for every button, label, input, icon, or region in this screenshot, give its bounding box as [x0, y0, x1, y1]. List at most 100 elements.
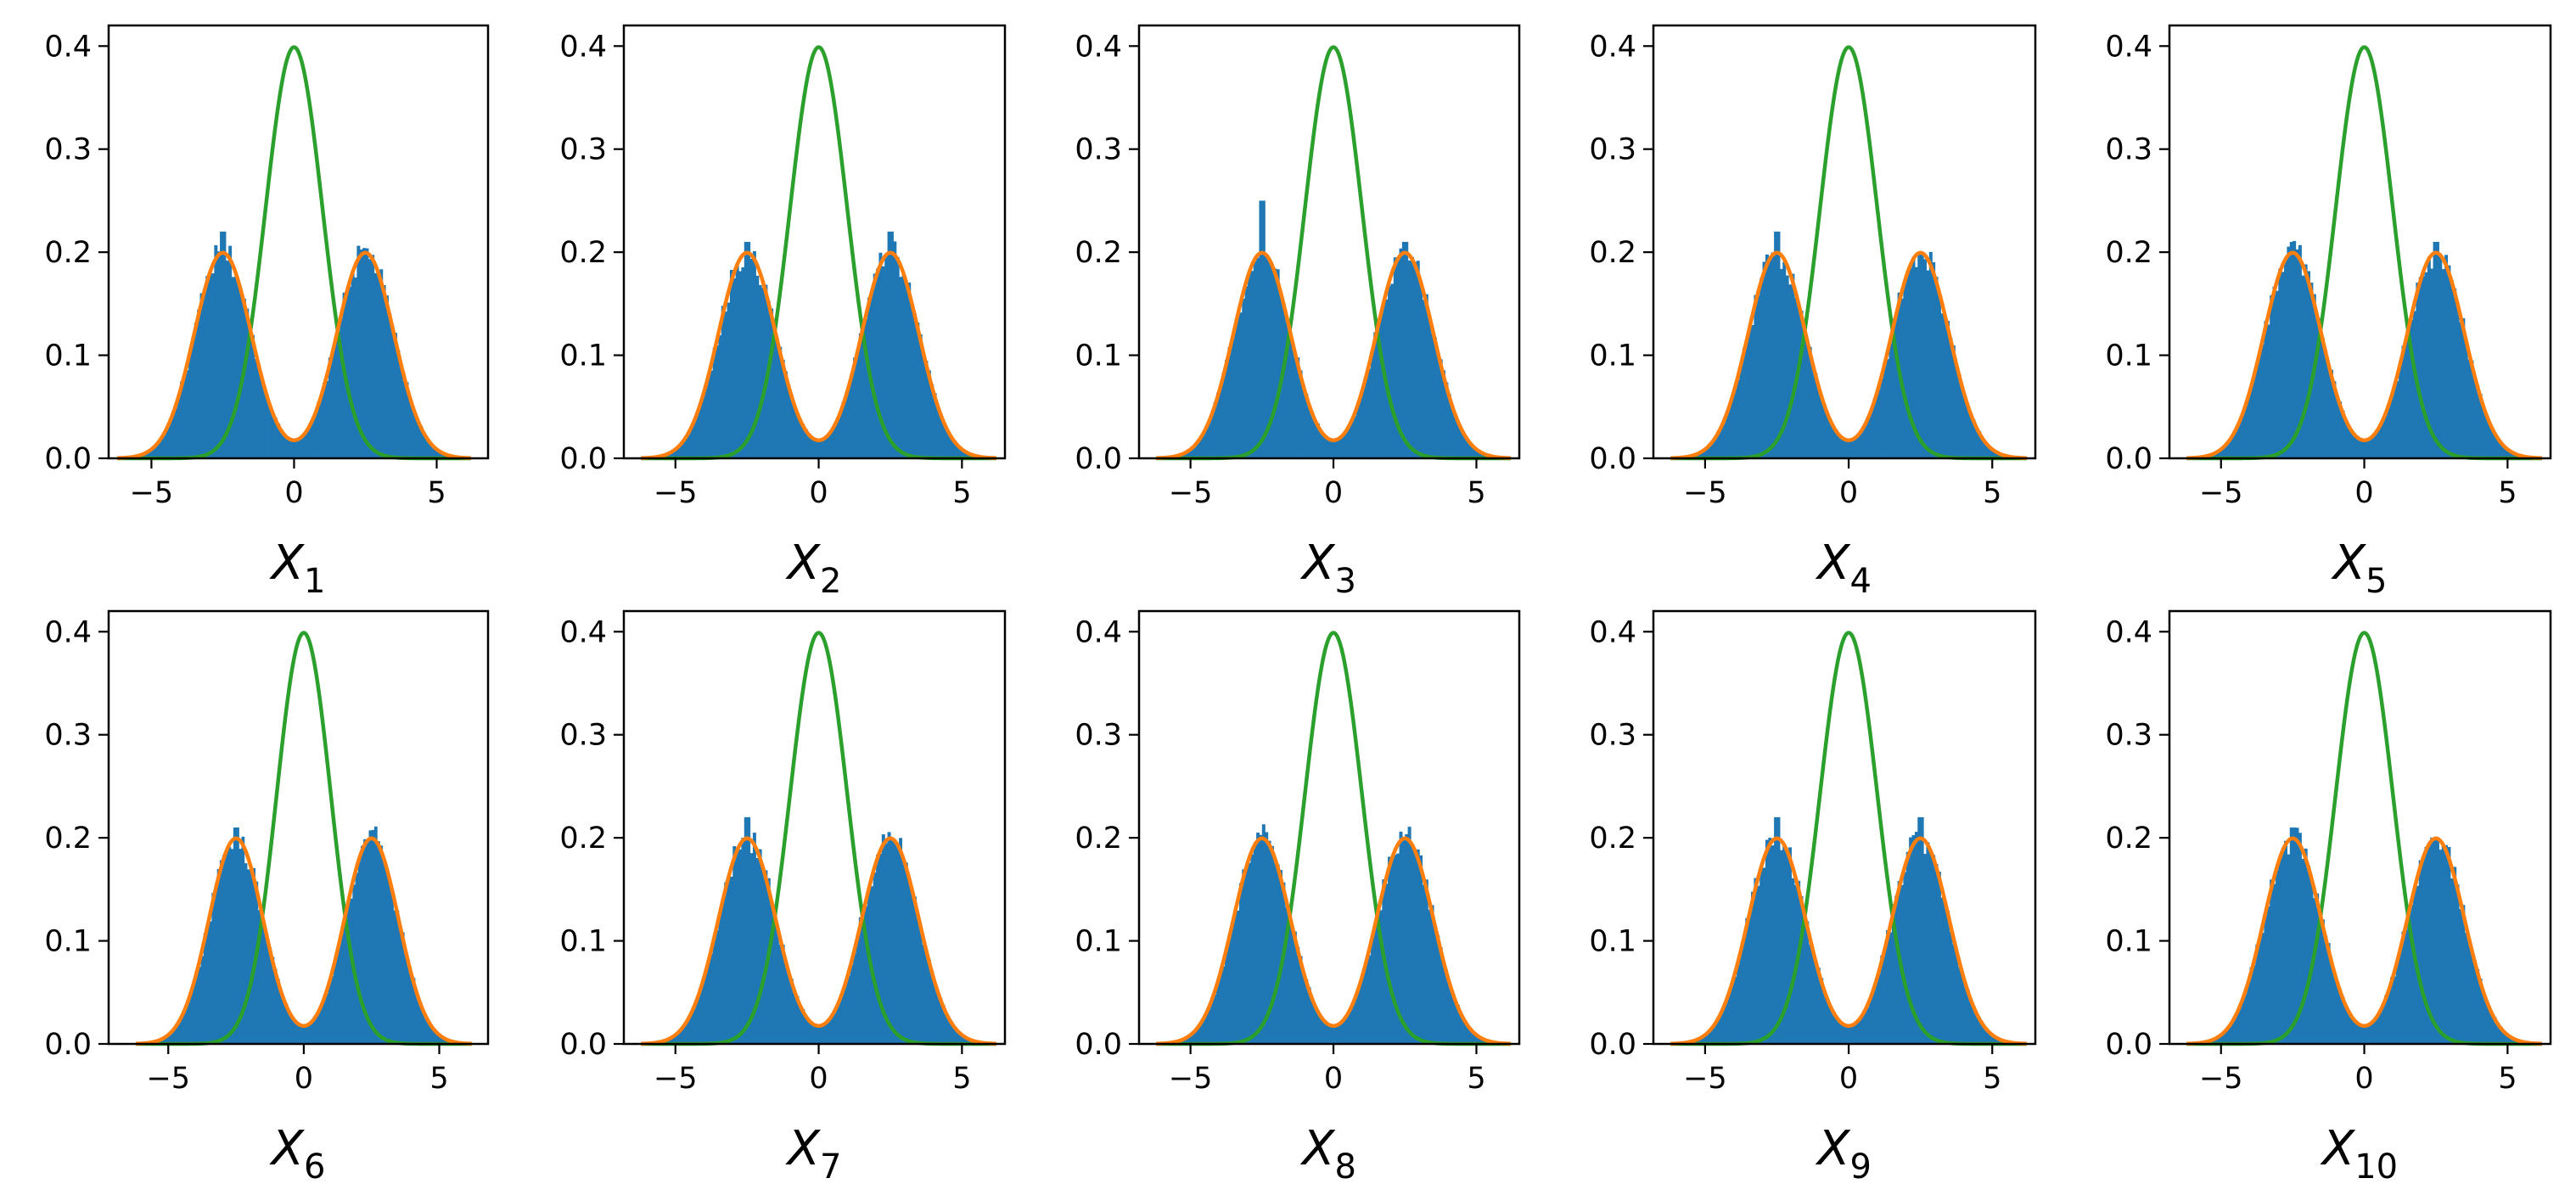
histogram-bar — [816, 441, 820, 458]
histogram-bar — [724, 882, 728, 1044]
histogram-bar — [752, 250, 756, 458]
histogram-bar — [393, 910, 397, 1044]
histogram-bar — [1754, 878, 1758, 1044]
histogram-bar — [1307, 987, 1311, 1044]
histogram-bar — [1989, 1033, 1993, 1044]
histogram-bar — [302, 435, 306, 458]
histogram-bar — [430, 445, 435, 458]
histogram-bar — [1193, 446, 1197, 458]
histogram-bar — [2304, 264, 2308, 458]
histogram-bar — [1889, 343, 1893, 458]
histogram-bar — [1928, 251, 1933, 458]
histogram-bar — [1347, 424, 1351, 458]
histogram-bar — [1934, 277, 1939, 458]
histogram-bar — [1453, 1001, 1457, 1044]
histogram-bar — [2243, 994, 2248, 1044]
histogram-bar — [821, 438, 825, 458]
histogram-bar — [2270, 295, 2274, 458]
histogram-bar — [2435, 242, 2439, 458]
histogram-bar — [1905, 851, 1910, 1044]
x-axis-label: X1 — [269, 536, 326, 601]
histogram-bar — [1872, 990, 1876, 1044]
histogram-bar — [2366, 440, 2371, 458]
histogram-bar — [1822, 404, 1827, 458]
histogram-bar — [2264, 321, 2268, 458]
histogram-bar — [927, 370, 931, 458]
histogram-bar — [1361, 385, 1366, 458]
histogram-bar — [901, 275, 906, 458]
histogram-bar — [216, 868, 221, 1044]
histogram-bar — [2249, 967, 2253, 1044]
y-tick-label: 0.1 — [2105, 925, 2152, 959]
histogram-bar — [185, 370, 189, 458]
histogram-bar — [1874, 979, 1878, 1044]
histogram-bar — [1353, 999, 1357, 1044]
histogram-bar — [847, 384, 851, 458]
histogram-bar — [1190, 447, 1194, 458]
histogram-bar — [1868, 999, 1872, 1044]
x-tick-label: 5 — [427, 476, 446, 510]
histogram-bar — [1479, 1037, 1483, 1044]
histogram-bar — [1845, 440, 1849, 458]
histogram — [1681, 231, 2016, 458]
histogram-bar — [2309, 283, 2314, 458]
histogram-bar — [1316, 423, 1320, 458]
histogram-bar — [341, 921, 345, 1044]
histogram-bar — [2315, 316, 2320, 458]
histogram-bar — [2330, 961, 2334, 1044]
histogram-bar — [1451, 992, 1455, 1044]
histogram-bar — [2289, 242, 2293, 458]
histogram-bar — [1213, 402, 1217, 458]
histogram-bar — [1949, 338, 1953, 458]
histogram-bar — [807, 435, 811, 458]
histogram-bar — [2495, 437, 2500, 458]
histogram-bar — [2241, 1000, 2245, 1044]
histogram-bar — [770, 905, 774, 1044]
histogram-bar — [368, 830, 373, 1044]
histogram-bar — [941, 423, 946, 458]
histogram-bar — [1442, 964, 1446, 1044]
histogram-bar — [1316, 1010, 1320, 1044]
histogram-bar — [222, 231, 227, 458]
y-tick-label: 0.1 — [1075, 925, 1122, 959]
histogram-bar — [188, 348, 193, 458]
histogram-bar — [317, 1010, 321, 1044]
histogram — [128, 231, 460, 458]
histogram-bar — [1972, 1006, 1976, 1044]
histogram-bar — [947, 432, 951, 458]
x-tick-label: 0 — [1324, 1062, 1343, 1096]
histogram-bar — [701, 398, 705, 458]
histogram-bar — [1482, 1039, 1486, 1044]
histogram-bar — [417, 1001, 421, 1044]
histogram-bar — [881, 834, 885, 1044]
histogram-bar — [2229, 436, 2233, 458]
histogram-bar — [428, 441, 432, 458]
histogram-bar — [1905, 272, 1910, 458]
histogram-bar — [2312, 898, 2316, 1044]
histogram-bar — [1333, 440, 1338, 458]
histogram-bar — [1322, 434, 1326, 458]
histogram-bar — [430, 1028, 435, 1044]
histogram-bar — [177, 397, 181, 458]
histogram-bar — [755, 275, 760, 458]
histogram-bar — [2501, 1031, 2506, 1044]
axes-frame — [622, 609, 1007, 1046]
histogram-bar — [901, 860, 906, 1044]
histogram-bar — [182, 374, 187, 458]
histogram-bar — [244, 863, 248, 1044]
x-tick-label: 5 — [2498, 1062, 2517, 1096]
histogram-bar — [390, 893, 394, 1044]
histogram-bar — [262, 929, 267, 1044]
histogram-bar — [1344, 1015, 1349, 1044]
histogram-bar — [801, 1008, 805, 1044]
histogram-bar — [1353, 415, 1357, 458]
histogram-bar — [1445, 976, 1449, 1044]
histogram-bar — [1788, 847, 1793, 1044]
panel-8: −5 0 5 0.0 0.1 0.2 0.3 0.4 X8 — [1075, 609, 1521, 1187]
histogram-bar — [1891, 318, 1895, 458]
histogram-bar — [807, 1020, 811, 1044]
histogram-bar — [1696, 453, 1700, 458]
histogram-bar — [778, 945, 783, 1044]
histogram-bar — [1390, 283, 1395, 458]
histogram-bar — [804, 1016, 808, 1044]
